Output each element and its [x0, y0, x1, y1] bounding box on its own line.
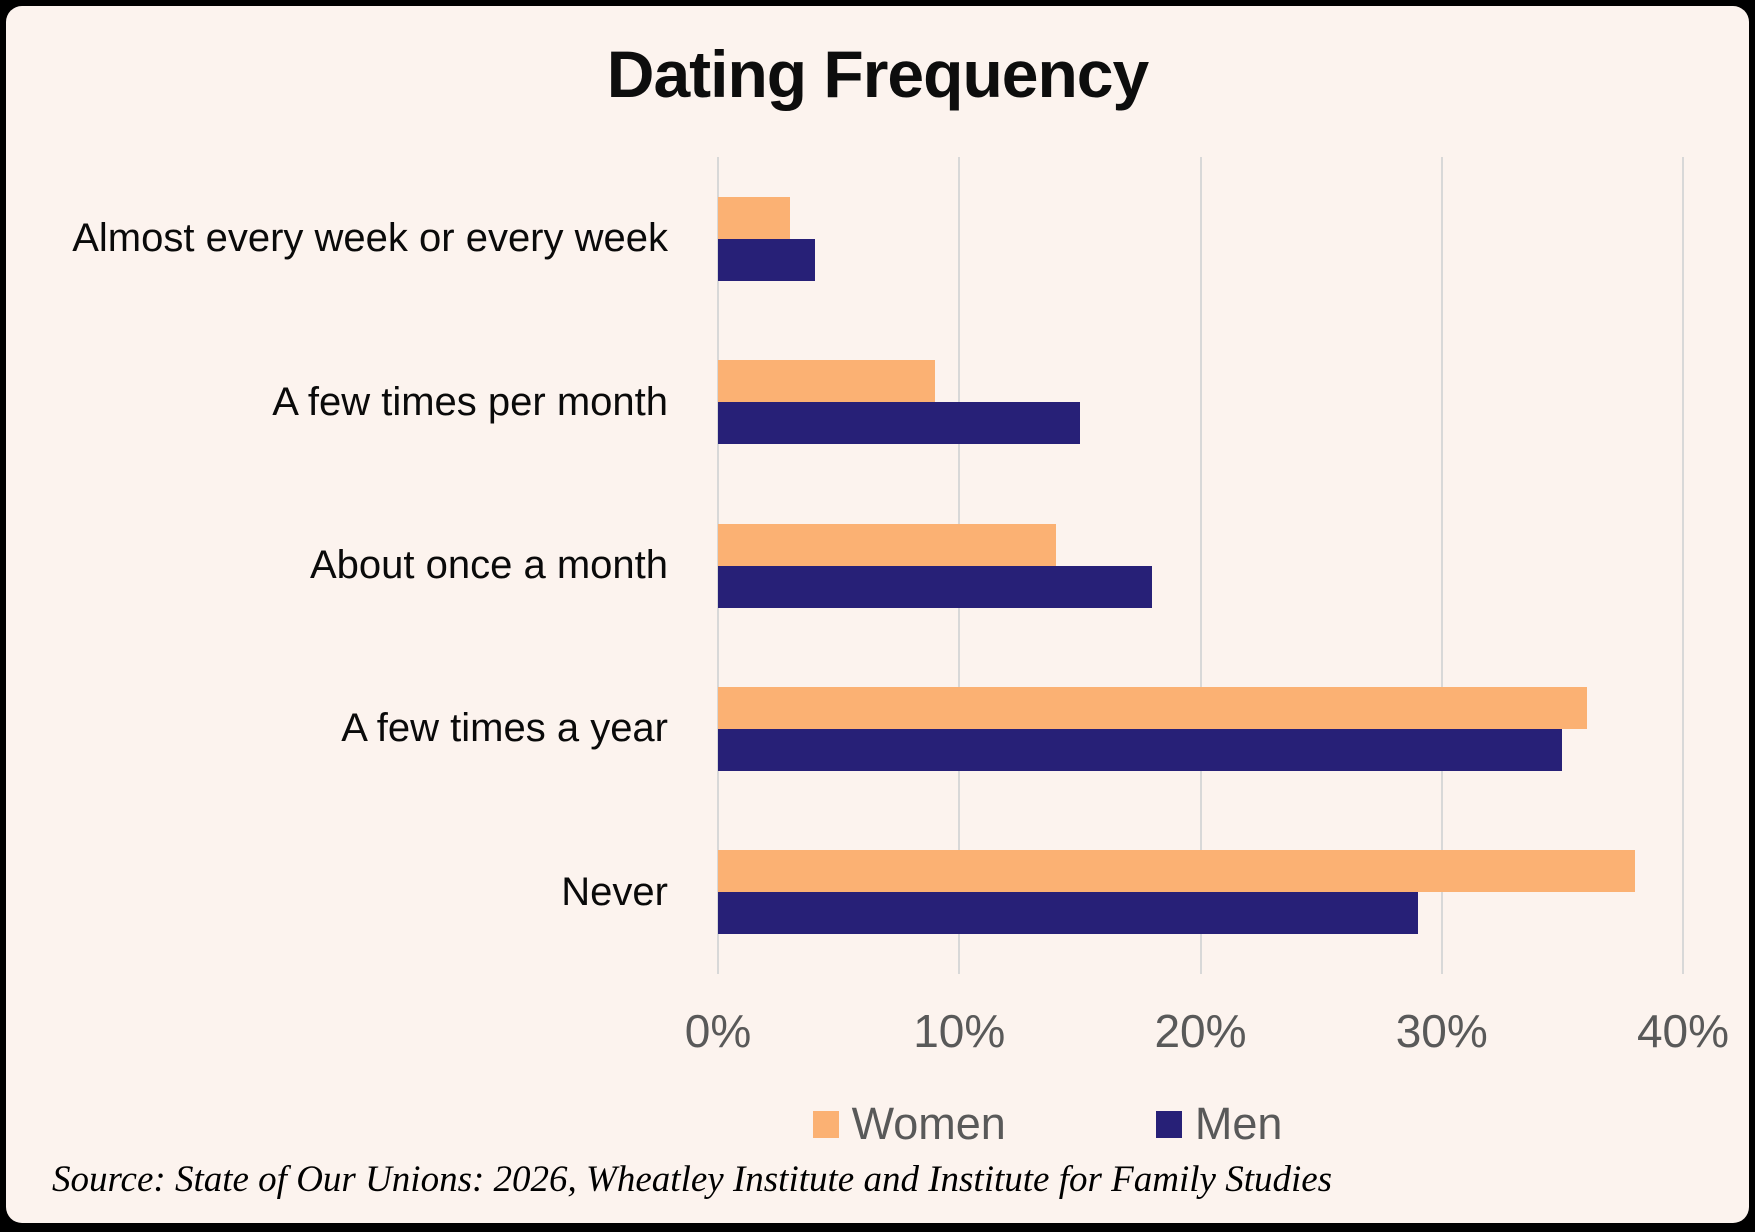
chart-canvas: Dating Frequency Almost every week or ev…: [6, 6, 1749, 1223]
legend-label: Women: [851, 1098, 1006, 1149]
bar-women-4: [718, 850, 1635, 893]
bar-men-2: [718, 565, 1153, 608]
legend-swatch-men: [1155, 1110, 1182, 1138]
bar-women-2: [718, 523, 1056, 566]
x-axis-tick-label: 40%: [1636, 1005, 1730, 1057]
gridline: [1440, 157, 1443, 974]
bar-men-3: [718, 728, 1563, 771]
x-axis-tick-label: 20%: [1154, 1005, 1247, 1057]
legend-item-men: Men: [1155, 1098, 1283, 1150]
gridline: [1682, 157, 1684, 974]
bar-men-0: [718, 238, 815, 281]
legend-swatch-women: [812, 1110, 839, 1138]
gridline: [1199, 157, 1202, 974]
category-label: About once a month: [309, 542, 668, 587]
category-label: Never: [561, 869, 668, 914]
legend-label: Men: [1194, 1098, 1283, 1149]
bar-women-0: [718, 196, 791, 239]
bar-women-3: [718, 686, 1587, 729]
category-label: Almost every week or every week: [72, 216, 668, 261]
legend: Women Men: [6, 1098, 1749, 1150]
x-axis-tick-label: 0%: [684, 1005, 752, 1057]
category-label: A few times per month: [272, 379, 668, 424]
x-axis-tick-label: 10%: [913, 1005, 1006, 1057]
chart-title: Dating Frequency: [606, 37, 1149, 111]
bar-men-4: [718, 892, 1418, 935]
bar-women-1: [718, 360, 936, 403]
x-axis-tick-label: 30%: [1395, 1005, 1488, 1057]
legend-item-women: Women: [812, 1098, 1006, 1150]
category-label: A few times a year: [341, 706, 668, 751]
source-note: Source: State of Our Unions: 2026, Wheat…: [52, 1159, 1333, 1200]
plot-area: [717, 157, 1684, 974]
bar-men-1: [718, 402, 1080, 445]
